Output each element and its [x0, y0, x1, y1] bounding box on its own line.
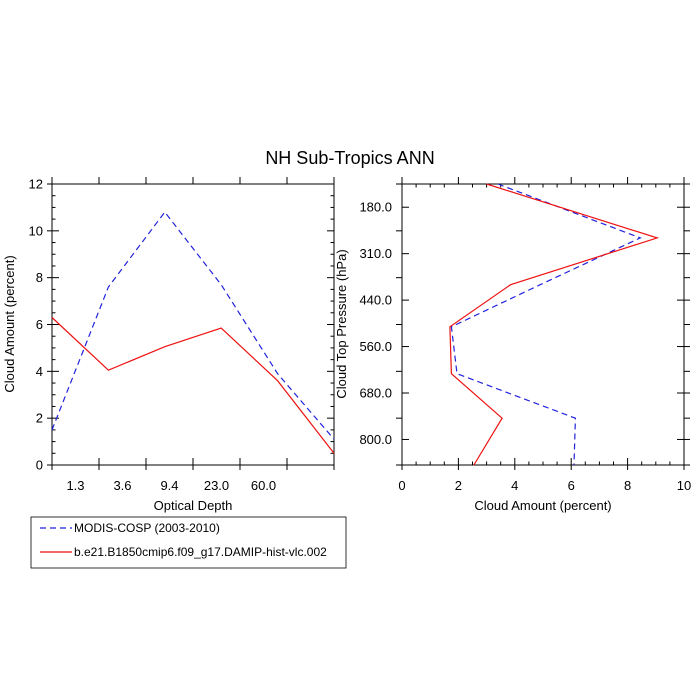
- left-xlabel: Optical Depth: [154, 498, 233, 513]
- legend-box: [30, 516, 347, 569]
- right-ytick-label: 680.0: [359, 386, 392, 401]
- right-xtick-label: 0: [398, 478, 405, 493]
- left-plot-frame: [51, 183, 335, 466]
- right-xtick-label: 4: [511, 478, 518, 493]
- optical-depth-panel: 0 2 4 6 8 10 12 1.3 3.6 9.4 23.0 60.0 Optical Depth…: [2, 177, 335, 513]
- left-ytick-label: 8: [36, 270, 43, 285]
- right-ytick-label: 440.0: [359, 293, 392, 308]
- left-series-model: [51, 317, 335, 454]
- legend: MODIS-COSP (2003-2010) b.e21.B1850cmip6.…: [30, 516, 347, 569]
- left-ytick-label: 0: [36, 458, 43, 473]
- right-xtick-label: 6: [568, 478, 575, 493]
- right-series-modis: [450, 183, 642, 466]
- left-xtick-label: 3.6: [113, 478, 131, 493]
- right-xtick-label: 2: [455, 478, 462, 493]
- left-ytick-label: 4: [36, 364, 43, 379]
- right-ylabel: Cloud Top Pressure (hPa): [334, 249, 349, 398]
- right-ytick-label: 560.0: [359, 339, 392, 354]
- left-ylabel: Cloud Amount (percent): [2, 255, 17, 392]
- left-ticks: 0 2 4 6 8 10 12 1.3 3.6 9.4 23.0 60.0: [29, 177, 335, 493]
- legend-label-modis: MODIS-COSP (2003-2010): [74, 521, 220, 535]
- left-xtick-label: 1.3: [66, 478, 84, 493]
- right-ytick-label: 800.0: [359, 432, 392, 447]
- figure-title: NH Sub-Tropics ANN: [265, 148, 434, 168]
- left-series: [51, 211, 335, 454]
- right-plot-frame: [401, 183, 685, 466]
- right-ytick-label: 180.0: [359, 200, 392, 215]
- right-xtick-label: 10: [677, 478, 691, 493]
- left-series-modis: [51, 211, 335, 440]
- left-ytick-label: 10: [29, 223, 43, 238]
- left-xtick-label: 9.4: [160, 478, 178, 493]
- right-ytick-label: 310.0: [359, 246, 392, 261]
- right-series-model: [449, 183, 660, 466]
- left-xtick-label: 60.0: [251, 478, 276, 493]
- left-ytick-label: 6: [36, 317, 43, 332]
- right-xlabel: Cloud Amount (percent): [474, 498, 611, 513]
- cloud-top-pressure-panel: 0 2 4 6 8 10 180.0 310.0 440.0 560.0 680.0 800.0 Cl…: [334, 177, 691, 513]
- legend-label-model: b.e21.B1850cmip6.f09_g17.DAMIP-hist-vlc.…: [74, 545, 327, 559]
- left-xtick-label: 23.0: [204, 478, 229, 493]
- left-ytick-label: 2: [36, 411, 43, 426]
- left-ytick-label: 12: [29, 177, 43, 192]
- right-xtick-label: 8: [624, 478, 631, 493]
- right-series: [449, 183, 660, 466]
- right-ticks: 0 2 4 6 8 10 180.0 310.0 440.0 560.0 680.0 800.0: [359, 177, 691, 493]
